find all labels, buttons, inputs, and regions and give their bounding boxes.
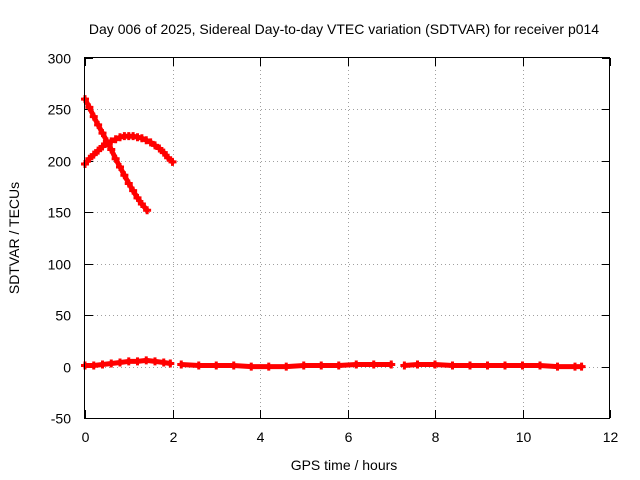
data-point: [518, 361, 527, 370]
y-axis-label: SDTVAR / TECUs: [6, 182, 22, 294]
data-point: [553, 362, 562, 371]
y-tick-label: 0: [63, 360, 71, 376]
data-point: [369, 360, 378, 369]
data-point: [212, 361, 221, 370]
x-tick-label: 12: [603, 429, 619, 445]
data-point: [483, 361, 492, 370]
data-series: [81, 95, 586, 371]
plot-frame: [84, 57, 610, 419]
x-tick-label: 6: [345, 429, 353, 445]
data-point: [466, 361, 474, 370]
y-tick-label: 150: [48, 205, 72, 221]
data-point: [155, 144, 164, 153]
data-point: [98, 360, 107, 369]
data-point: [146, 138, 155, 147]
x-axis-label: GPS time / hours: [291, 457, 398, 473]
data-point: [317, 361, 326, 370]
y-tick-label: 100: [48, 257, 72, 273]
data-point: [164, 153, 173, 162]
data-point: [102, 139, 111, 148]
data-point: [116, 358, 124, 367]
data-point: [124, 179, 133, 188]
data-point: [501, 361, 509, 370]
x-tick-label: 0: [82, 429, 90, 445]
data-point: [107, 359, 116, 368]
data-point: [111, 135, 120, 144]
data-point: [159, 148, 168, 157]
y-tick-label: 50: [55, 308, 71, 324]
x-tick-label: 4: [257, 429, 265, 445]
y-tick-label: 250: [48, 102, 72, 118]
data-point: [111, 154, 120, 163]
data-point: [94, 146, 103, 155]
data-point: [107, 145, 116, 154]
data-point: [133, 357, 142, 366]
data-point: [124, 357, 133, 366]
data-point: [142, 356, 151, 365]
data-point: [89, 112, 98, 121]
data-point: [137, 134, 146, 143]
data-point: [133, 193, 142, 202]
data-point: [98, 142, 107, 151]
data-point: [177, 360, 186, 369]
data-point: [129, 186, 138, 195]
data-point: [264, 362, 273, 371]
x-tick-labels: 0 2 4 6 8 10 12: [82, 429, 619, 445]
data-point: [137, 200, 146, 209]
data-point: [536, 361, 544, 370]
data-point: [116, 163, 124, 172]
data-point: [89, 361, 98, 370]
data-point: [142, 136, 151, 145]
data-point: [282, 362, 291, 371]
grid-lines: [85, 58, 610, 418]
data-point: [299, 361, 308, 370]
data-point: [400, 361, 409, 370]
data-point: [166, 359, 175, 368]
data-point: [151, 357, 159, 366]
data-point: [247, 362, 256, 371]
data-point: [89, 150, 98, 159]
data-point: [229, 361, 238, 370]
x-tick-label: 10: [516, 429, 532, 445]
data-point: [94, 120, 103, 129]
y-tick-label: -50: [51, 411, 71, 427]
y-tick-label: 200: [48, 154, 72, 170]
data-point: [352, 360, 361, 369]
x-tick-label: 2: [170, 429, 178, 445]
data-point: [151, 141, 159, 150]
data-point: [98, 129, 107, 138]
chart-title: Day 006 of 2025, Sidereal Day-to-day VTE…: [89, 21, 599, 37]
data-point: [194, 361, 203, 370]
data-point: [143, 206, 152, 215]
y-tick-labels: -50 0 50 100 150 200 250 300: [48, 51, 72, 427]
data-point: [431, 360, 439, 369]
data-point: [413, 360, 422, 369]
x-tick-label: 8: [432, 429, 440, 445]
data-point: [168, 157, 177, 166]
data-point: [120, 171, 129, 180]
data-point: [334, 361, 343, 370]
data-point: [107, 137, 116, 146]
data-point: [85, 103, 94, 112]
data-point: [387, 360, 396, 369]
data-point: [85, 154, 94, 163]
data-point: [448, 361, 457, 370]
data-point: [577, 362, 586, 371]
y-tick-label: 300: [48, 51, 72, 67]
